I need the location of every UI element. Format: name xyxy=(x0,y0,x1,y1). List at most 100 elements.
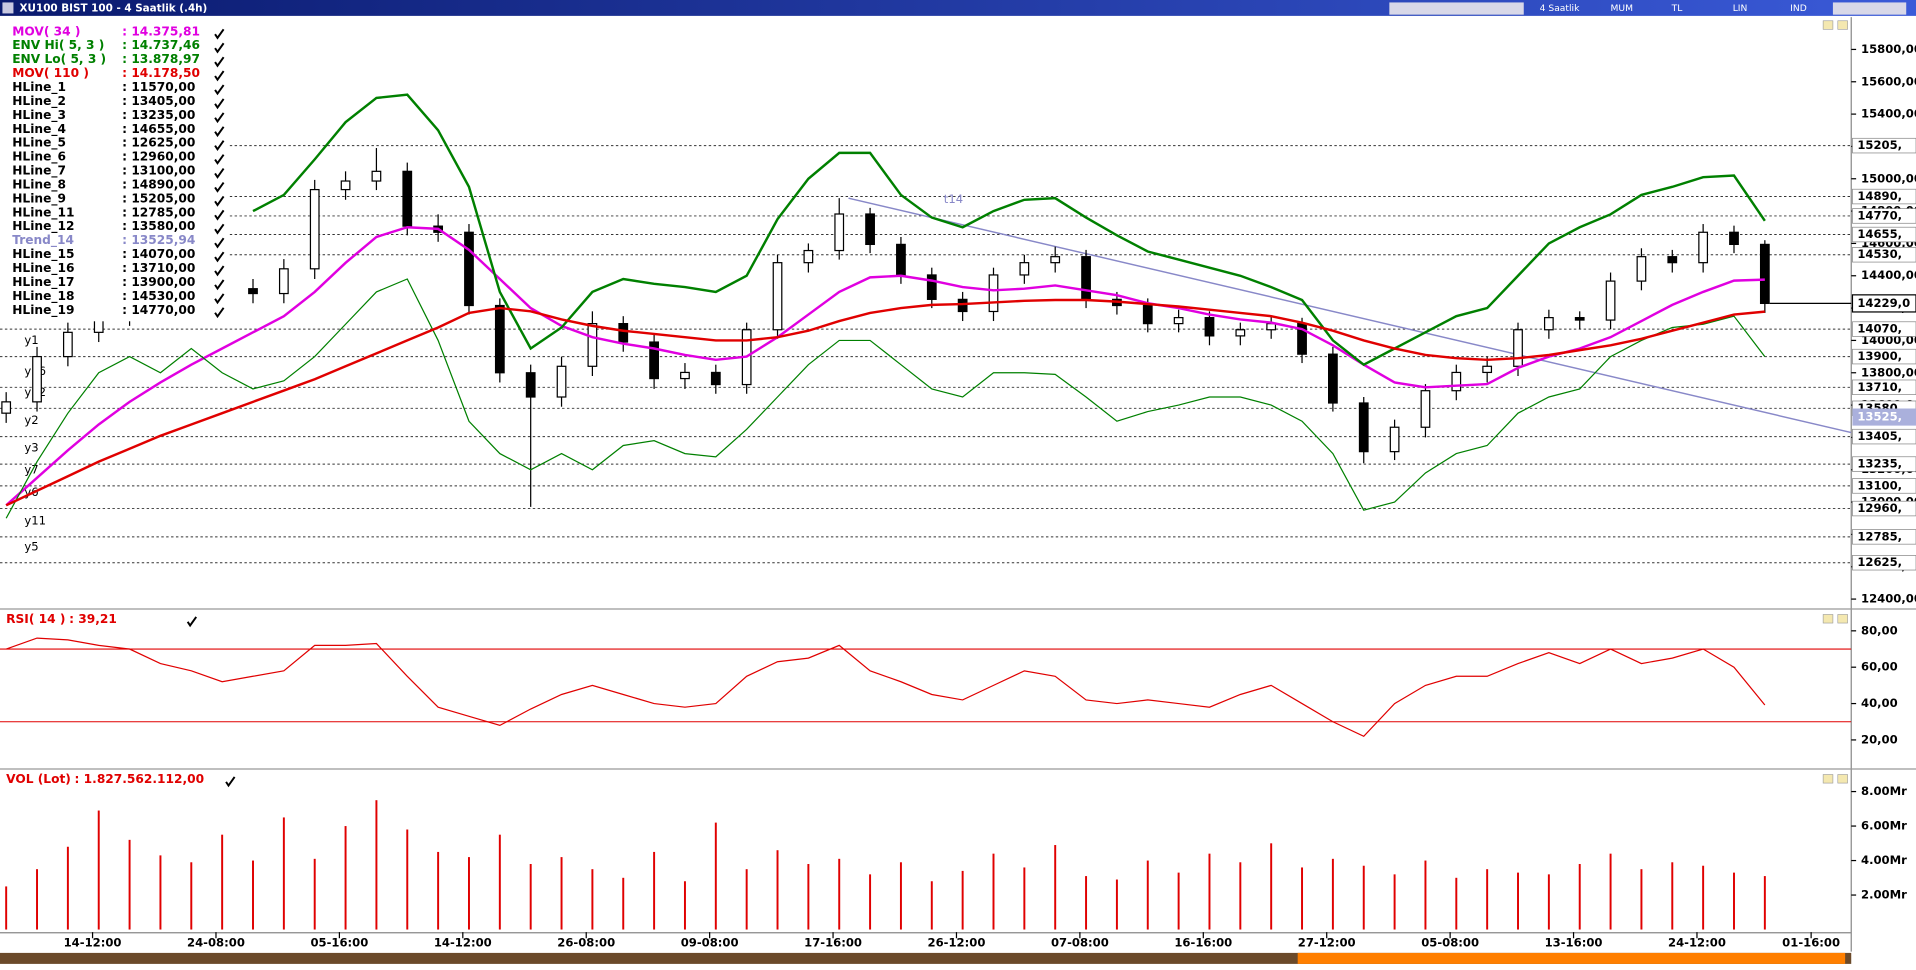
h-line-label: 14655, xyxy=(1857,227,1902,241)
legend-toggle xyxy=(214,168,225,179)
candle-body xyxy=(1019,262,1030,276)
volume-bar xyxy=(869,874,872,930)
x-tick-label: 01-16:00 xyxy=(1782,936,1840,950)
window-icon[interactable] xyxy=(2,2,14,14)
volume-bar xyxy=(560,857,563,930)
panel-button[interactable] xyxy=(1837,774,1848,784)
h-line-tag: y5 xyxy=(24,539,38,553)
rsi-line xyxy=(5,637,1766,738)
scrollbar-track[interactable] xyxy=(0,952,1852,964)
legend-value: : 13580,00 xyxy=(122,219,195,233)
h-line-label: 14530, xyxy=(1857,247,1902,261)
candle-body xyxy=(402,170,413,227)
volume-bar xyxy=(622,877,625,930)
candle-body xyxy=(1235,329,1246,337)
h-line-label: 13235, xyxy=(1857,457,1902,471)
volume-bar xyxy=(1270,843,1273,930)
panel-button[interactable] xyxy=(1822,20,1834,30)
h-line-label-box xyxy=(1852,428,1916,445)
volume-bar xyxy=(776,850,779,930)
y-tick-label: 12400,00 xyxy=(1861,592,1916,606)
h-line-label-box xyxy=(1852,226,1916,243)
toolbar-item: LIN xyxy=(1733,3,1748,14)
h-line-label: 12785, xyxy=(1857,529,1902,543)
legend-toggle xyxy=(225,776,236,788)
h-line-label-box xyxy=(1852,379,1916,396)
legend-name: VOL (Lot) xyxy=(6,772,71,786)
volume-bar xyxy=(1517,872,1519,930)
legend-toggle xyxy=(214,42,225,54)
candle-body xyxy=(371,170,382,182)
legend-toggle xyxy=(214,98,225,110)
legend-value: : 14.375,81 xyxy=(122,24,200,38)
legend-name: HLine_4 xyxy=(12,122,66,137)
volume-bar xyxy=(159,855,162,930)
scrollbar-thumb[interactable] xyxy=(1297,952,1846,964)
volume-bar xyxy=(1023,867,1026,930)
x-tick-label: 14-12:00 xyxy=(434,936,492,950)
trend-line xyxy=(848,197,1852,434)
volume-bar xyxy=(190,862,193,930)
candle-body xyxy=(464,231,474,307)
candle-body xyxy=(1081,256,1091,300)
y-tick-label: 60,00 xyxy=(1861,660,1898,674)
panel-button[interactable] xyxy=(1837,20,1848,30)
volume-bar xyxy=(5,886,8,930)
h-line-label: 14770, xyxy=(1857,208,1902,222)
volume-bar xyxy=(899,862,902,930)
candle-body xyxy=(1173,317,1184,325)
h-line-label-box xyxy=(1852,348,1916,365)
candle-body xyxy=(1698,231,1709,264)
legend-name: HLine_8 xyxy=(12,177,66,192)
candle-body xyxy=(1574,317,1585,321)
candle-body xyxy=(834,213,845,252)
volume-bar xyxy=(930,881,933,930)
toolbar-item: IND xyxy=(1790,3,1807,14)
h-line-label-box xyxy=(1852,478,1916,494)
indicator-line xyxy=(5,298,1765,507)
legend-value: : 14530,00 xyxy=(122,289,195,303)
candle-body xyxy=(1420,390,1431,428)
y-tick-label: 40,00 xyxy=(1861,696,1898,710)
volume-bar xyxy=(498,834,501,930)
panel-button[interactable] xyxy=(1822,774,1834,784)
h-line-tag: y2 xyxy=(24,413,38,427)
panel-button[interactable] xyxy=(1837,614,1848,624)
window-title: XU100 BIST 100 - 4 Saatlik (.4h) xyxy=(20,3,208,15)
volume-bar xyxy=(66,846,69,930)
candle-body xyxy=(649,341,659,380)
h-line-label-box xyxy=(1852,188,1916,205)
volume-bar xyxy=(1177,872,1180,930)
toolbar-icons[interactable] xyxy=(1389,2,1524,15)
volume-bar xyxy=(252,860,254,930)
candle-body xyxy=(618,323,629,343)
candle-body xyxy=(957,298,968,313)
volume-bar xyxy=(591,869,594,930)
candle-body xyxy=(1482,365,1493,374)
window-controls[interactable] xyxy=(1832,2,1907,15)
volume-bar xyxy=(128,839,131,930)
toolbar-item: MUM xyxy=(1611,3,1634,14)
candle-body xyxy=(772,262,783,331)
toolbar-item: TL xyxy=(1671,3,1684,14)
toolbar xyxy=(1389,2,1907,15)
panel-button[interactable] xyxy=(1822,614,1834,624)
legend-name: MOV( 34 ) xyxy=(12,24,80,38)
legend-name: HLine_1 xyxy=(12,80,66,95)
legend-value: : 13235,00 xyxy=(122,108,195,122)
candle-body xyxy=(1050,256,1061,264)
legend-name: HLine_12 xyxy=(12,219,74,234)
h-line-label-box xyxy=(1852,137,1916,154)
h-line-label-box xyxy=(1852,247,1916,263)
candle-body xyxy=(62,331,73,358)
h-line-label: 13710, xyxy=(1857,380,1902,394)
y-tick-label: 2.00Mr xyxy=(1861,888,1907,902)
h-line-tag: y1 xyxy=(24,333,38,347)
x-tick-label: 05-16:00 xyxy=(310,936,368,950)
legend-value: : 15205,00 xyxy=(122,191,195,205)
volume-bar xyxy=(1702,865,1705,930)
h-line-label-box xyxy=(1852,208,1916,224)
candle-body xyxy=(1605,280,1616,321)
